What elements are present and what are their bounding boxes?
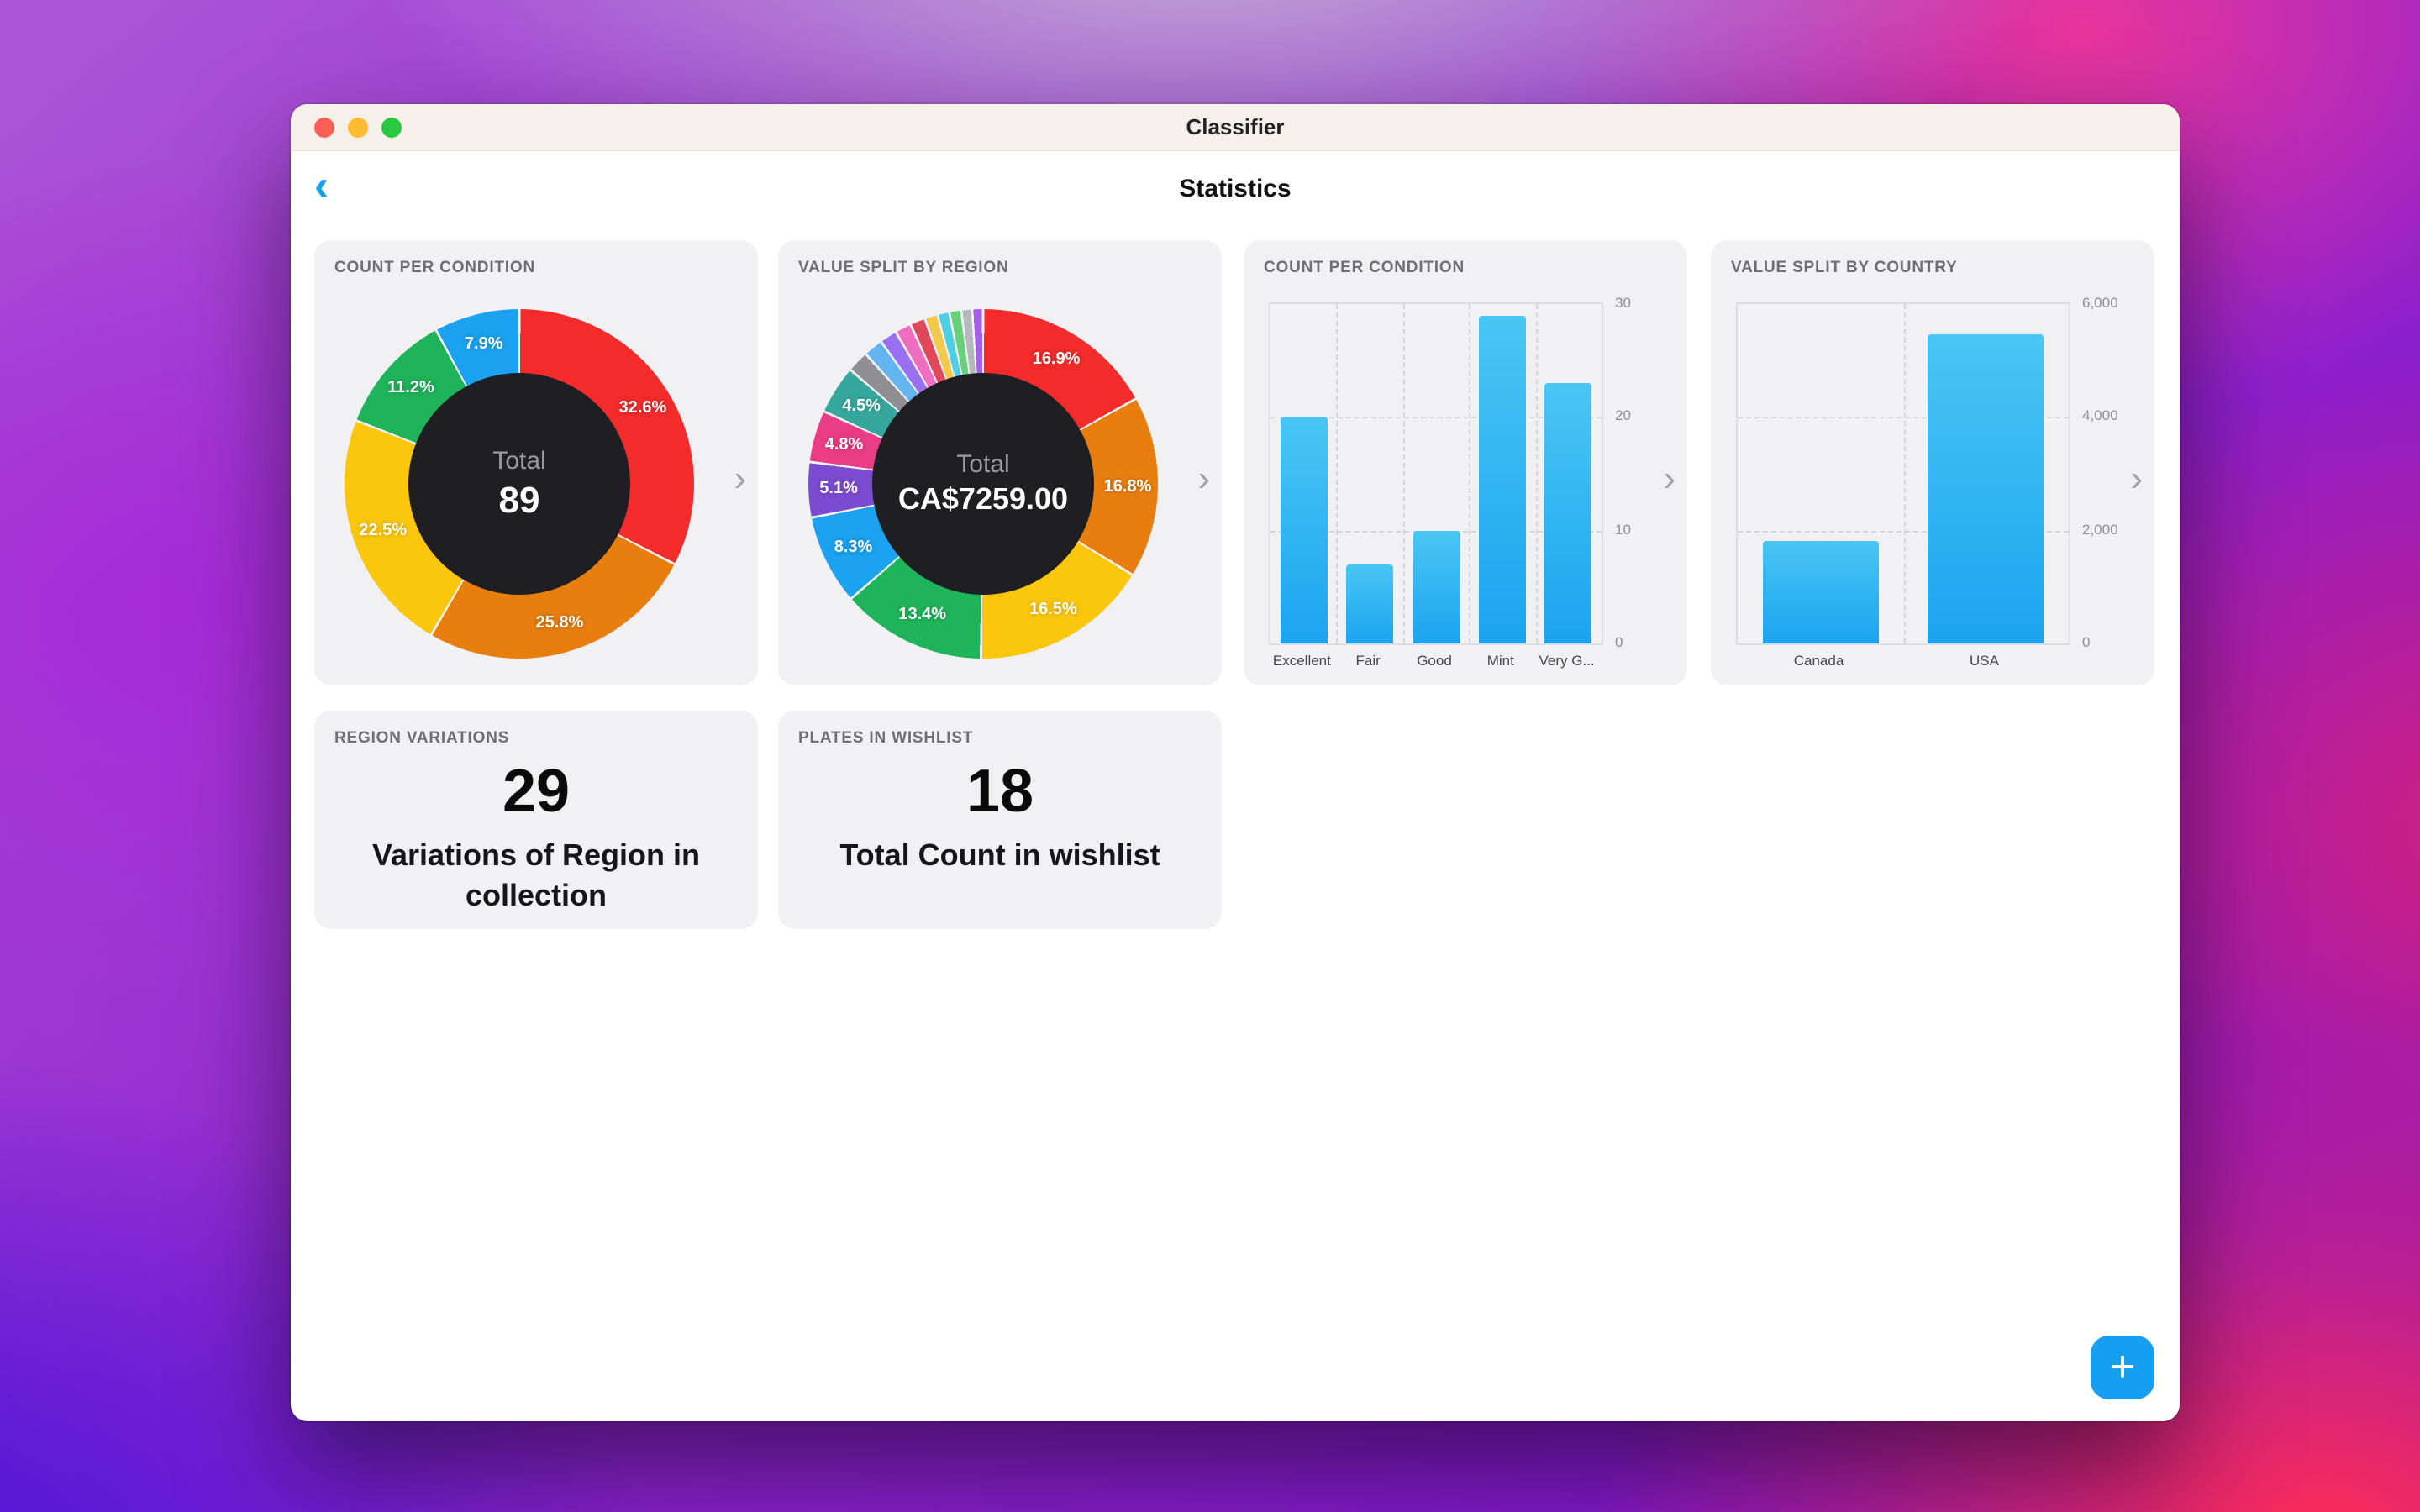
bar [1928,334,2044,643]
x-tick-label: Mint [1486,652,1514,669]
card-title: VALUE SPLIT BY REGION [798,259,1009,277]
y-tick-label: 20 [1615,407,1631,424]
page-title: Statistics [1179,174,1292,202]
donut-center: Total CA$7259.00 [872,373,1094,595]
pie-slice-label: 11.2% [387,379,434,398]
pie-slice-label: 16.8% [1103,477,1152,496]
y-tick-label: 2,000 [2082,520,2118,538]
card-title: PLATES IN WISHLIST [798,729,974,748]
chevron-right-icon[interactable]: › [1197,457,1210,499]
x-tick-label: Very G... [1539,652,1595,669]
y-axis-labels: 0 2,000 4,000 6,000 [2082,294,2149,650]
chevron-right-icon[interactable]: › [2130,457,2143,499]
pie-slice-label: 8.3% [834,538,873,557]
bar-plot [1736,302,2070,645]
bar [1478,315,1526,643]
x-axis-labels: Excellent Fair Good Mint Very G... [1269,652,1603,675]
pie-slice-label: 16.9% [1032,349,1081,369]
window-title: Classifier [1186,114,1285,139]
window-titlebar: Classifier [291,104,2180,151]
plus-icon: + [2109,1341,2136,1391]
pie-slice-label: 7.9% [464,334,503,354]
card-title: COUNT PER CONDITION [1264,259,1465,277]
donut-chart-value-by-region: 16.9% 16.8% 16.5% 13.4% 8.3% 5.1% 4.8% 4.5% Tot… [778,240,1222,685]
x-tick-label: USA [1970,652,1999,669]
card-title: REGION VARIATIONS [334,729,510,748]
bar [1413,530,1460,643]
card-count-per-condition-bar[interactable]: COUNT PER CONDITION 0 10 20 30 Excellent Fai… [1244,240,1687,685]
y-tick-label: 30 [1615,294,1631,311]
card-plates-in-wishlist: PLATES IN WISHLIST 18 Total Count in wis… [778,711,1222,929]
y-tick-label: 6,000 [2082,294,2118,311]
total-label: Total [956,450,1010,479]
navigation-bar: ‹ Statistics [291,151,2180,225]
x-tick-label: Excellent [1272,652,1331,669]
bar [1762,541,1879,643]
bar [1280,417,1328,643]
bar [1346,564,1394,643]
card-title: COUNT PER CONDITION [334,259,535,277]
card-title: VALUE SPLIT BY COUNTRY [1731,259,1958,277]
pie-slice-label: 4.8% [824,435,864,454]
card-region-variations: REGION VARIATIONS 29 Variations of Regio… [314,711,758,929]
stat-caption: Total Count in wishlist [839,838,1160,872]
back-chevron-icon[interactable]: ‹ [314,160,329,210]
pie-slice-label: 4.5% [842,396,881,416]
y-axis-labels: 0 10 20 30 [1615,294,1682,650]
card-value-split-by-region[interactable]: VALUE SPLIT BY REGION 16.9% 16.8% 16.5% 13.… [778,240,1222,685]
app-window: Classifier ‹ Statistics COUNT PER CONDIT… [291,104,2180,1421]
bar-chart-count-per-condition: 0 10 20 30 Excellent Fair Good Mint Very G... [1244,240,1687,685]
minimize-button[interactable] [348,117,368,137]
bar-plot [1269,302,1603,645]
y-tick-label: 10 [1615,520,1631,538]
y-tick-label: 4,000 [2082,407,2118,424]
x-tick-label: Canada [1793,652,1844,669]
total-label: Total [492,446,546,475]
x-tick-label: Good [1417,652,1452,669]
bar [1544,383,1592,643]
pie-slice-label: 22.5% [359,522,407,541]
stat-value: 29 [502,756,571,825]
x-tick-label: Fair [1355,652,1381,669]
total-value: CA$7259.00 [897,482,1069,516]
card-value-split-by-country[interactable]: VALUE SPLIT BY COUNTRY 0 2,000 4,000 6,000 … [1711,240,2154,685]
pie-slice-label: 25.8% [535,613,584,633]
zoom-button[interactable] [381,117,402,137]
stat-caption: Variations of Region in collection [371,838,701,912]
traffic-lights [314,104,402,150]
donut-chart-count-per-condition: 32.6% 25.8% 22.5% 11.2% 7.9% Total 89 [314,240,758,685]
chevron-right-icon[interactable]: › [1663,457,1676,499]
add-button[interactable]: + [2091,1336,2154,1399]
x-axis-labels: Canada USA [1736,652,2070,675]
chevron-right-icon[interactable]: › [734,457,746,499]
pie-slice-label: 16.5% [1028,601,1077,620]
pie-slice-label: 5.1% [819,479,858,498]
total-value: 89 [498,478,540,520]
pie-slice-label: 13.4% [898,606,947,625]
pie-slice-label: 32.6% [618,399,667,418]
close-button[interactable] [314,117,334,137]
y-tick-label: 0 [1615,633,1623,650]
donut-center: Total 89 [408,373,630,595]
stat-value: 18 [965,756,1034,825]
card-count-per-condition-pie[interactable]: COUNT PER CONDITION 32.6% 25.8% 22.5% 11.2%… [314,240,758,685]
y-tick-label: 0 [2082,633,2091,650]
bar-chart-value-by-country: 0 2,000 4,000 6,000 Canada USA [1711,240,2154,685]
